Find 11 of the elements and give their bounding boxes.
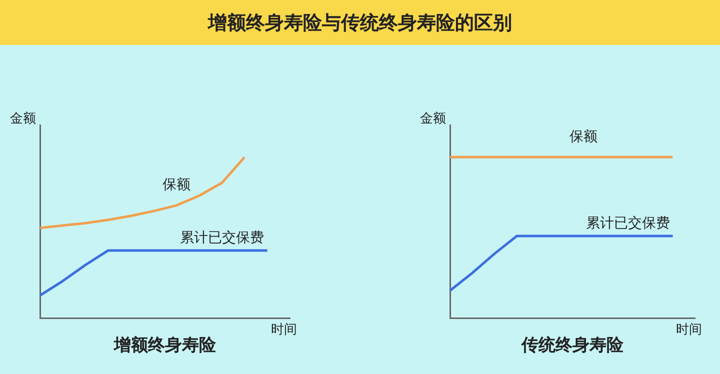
y-axis-title: 金额 — [10, 111, 36, 126]
text: 传统终身寿险 — [520, 335, 624, 356]
series-label: 累计已交保费 — [180, 230, 264, 246]
series-label: 保额 — [570, 128, 598, 145]
series-label: 保额 — [162, 177, 190, 194]
x-axis-title: 时间 — [676, 322, 702, 338]
text: 增额终身寿险 — [113, 335, 217, 356]
y-axis-title: 金额 — [420, 111, 446, 126]
x-axis-title: 时间 — [271, 322, 297, 338]
series-label: 累计已交保费 — [586, 216, 670, 232]
text: 增额终身寿险与传统终身寿险的区别 — [208, 10, 512, 36]
